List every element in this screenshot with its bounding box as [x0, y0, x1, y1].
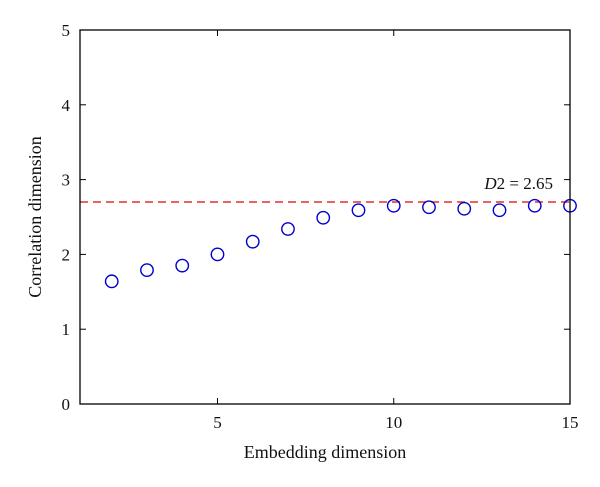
plot-frame — [79, 29, 571, 405]
data-points-layer — [104, 198, 577, 289]
y-tick-label: 2 — [62, 245, 71, 264]
data-point — [245, 234, 260, 249]
data-point — [492, 203, 507, 218]
data-point — [281, 222, 295, 236]
d2-annotation-value: 2 = 2.65 — [497, 174, 553, 193]
y-tick-label: 3 — [62, 171, 71, 190]
data-point — [422, 200, 436, 215]
x-axis-label: Embedding dimension — [244, 442, 406, 462]
data-point — [175, 258, 190, 273]
data-point — [386, 198, 401, 213]
y-axis-label: Correlation dimension — [25, 136, 45, 297]
y-tick-label: 5 — [62, 21, 71, 40]
data-point — [210, 247, 225, 262]
data-point — [140, 263, 154, 278]
y-tick-label: 0 — [62, 395, 71, 414]
d2-annotation-italic: D — [483, 174, 497, 193]
data-point — [316, 210, 331, 225]
x-tick-label: 15 — [562, 413, 579, 432]
data-point — [351, 203, 366, 218]
x-tick-label: 5 — [213, 413, 222, 432]
data-point — [104, 274, 119, 289]
data-point — [457, 201, 472, 216]
x-tick-label: 10 — [385, 413, 402, 432]
y-tick-label: 4 — [62, 96, 71, 115]
d2-annotation: D2 = 2.65 — [483, 174, 553, 193]
ticks-layer: 5 10 15 0 1 2 3 4 5 — [62, 21, 579, 432]
data-point — [527, 198, 542, 213]
y-tick-label: 1 — [62, 320, 71, 339]
